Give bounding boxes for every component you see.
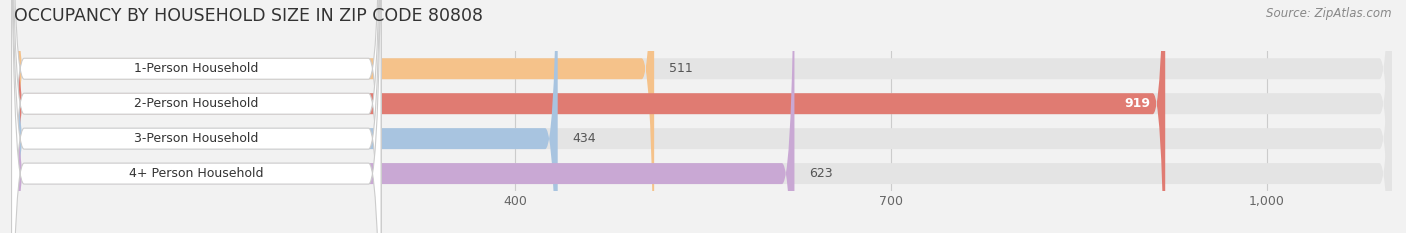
FancyBboxPatch shape [14, 0, 654, 233]
FancyBboxPatch shape [14, 0, 1392, 233]
Text: 1-Person Household: 1-Person Household [134, 62, 259, 75]
Text: 623: 623 [810, 167, 834, 180]
FancyBboxPatch shape [14, 0, 1392, 233]
Text: 434: 434 [572, 132, 596, 145]
FancyBboxPatch shape [11, 0, 381, 233]
FancyBboxPatch shape [14, 0, 794, 233]
Text: 2-Person Household: 2-Person Household [134, 97, 259, 110]
Text: OCCUPANCY BY HOUSEHOLD SIZE IN ZIP CODE 80808: OCCUPANCY BY HOUSEHOLD SIZE IN ZIP CODE … [14, 7, 484, 25]
FancyBboxPatch shape [14, 0, 1392, 233]
FancyBboxPatch shape [11, 0, 381, 233]
Text: 511: 511 [669, 62, 693, 75]
FancyBboxPatch shape [14, 0, 1166, 233]
Text: 4+ Person Household: 4+ Person Household [129, 167, 263, 180]
FancyBboxPatch shape [14, 0, 1392, 233]
Text: Source: ZipAtlas.com: Source: ZipAtlas.com [1267, 7, 1392, 20]
FancyBboxPatch shape [14, 0, 558, 233]
Text: 919: 919 [1125, 97, 1150, 110]
Text: 3-Person Household: 3-Person Household [134, 132, 259, 145]
FancyBboxPatch shape [11, 0, 381, 233]
FancyBboxPatch shape [11, 0, 381, 233]
